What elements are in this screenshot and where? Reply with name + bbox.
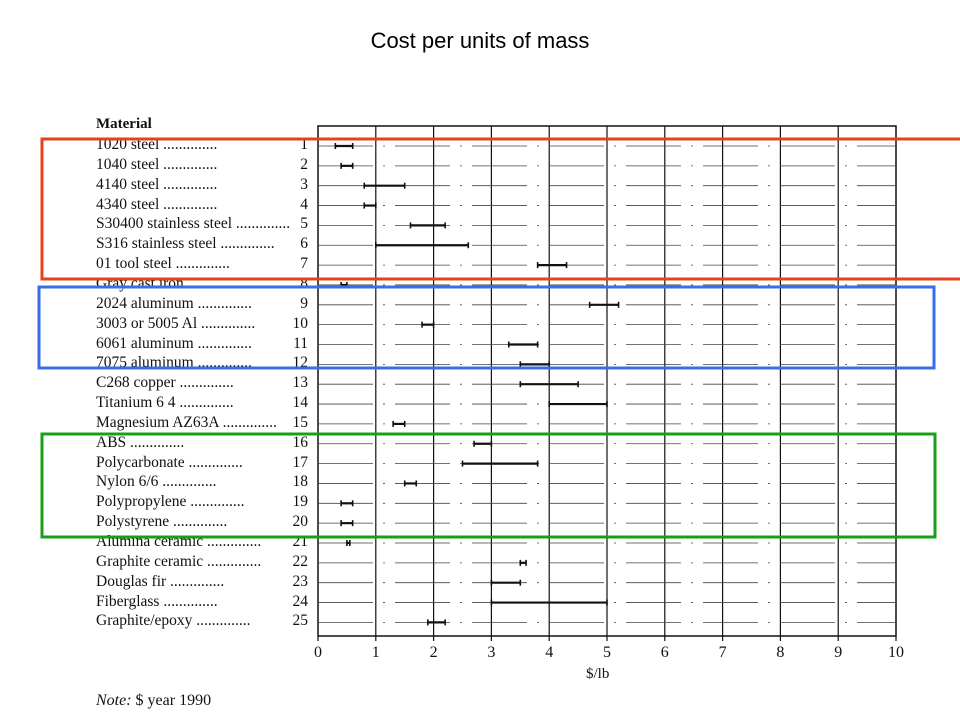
material-label: 4140 steel .............. 3 [96, 175, 316, 195]
material-label: 4340 steel .............. 4 [96, 195, 316, 215]
x-tick-label: 7 [718, 644, 727, 661]
x-tick-label: 0 [314, 644, 322, 661]
material-name: 4340 steel .............. [96, 195, 218, 213]
chart-title: Cost per units of mass [370, 28, 590, 53]
material-name: Titanium 6 4 .............. [96, 394, 234, 412]
material-number: 25 [292, 612, 309, 630]
material-label: Graphite ceramic .............. 22 [96, 552, 316, 572]
material-label: ABS .............. 16 [96, 433, 316, 453]
material-number: 9 [300, 294, 308, 312]
material-number: 24 [292, 592, 309, 610]
material-name: Fiberglass .............. [96, 592, 218, 610]
material-label: 3003 or 5005 Al .............. 10 [96, 314, 316, 334]
highlight-box-steels [40, 137, 960, 281]
x-tick-label: 10 [888, 644, 904, 661]
material-number: 15 [292, 413, 309, 431]
material-name: ABS .............. [96, 433, 185, 451]
x-tick-label: 8 [776, 644, 785, 661]
x-tick-label: 1 [371, 644, 380, 661]
material-name: Polypropylene .............. [96, 493, 245, 511]
material-name: 01 tool steel .............. [96, 255, 230, 273]
note-text: $ year 1990 [135, 692, 212, 709]
material-name: Magnesium AZ63A .............. [96, 413, 277, 431]
material-number: 6 [300, 235, 308, 253]
material-name: Graphite/epoxy .............. [96, 612, 251, 630]
material-name: S30400 stainless steel .............. [96, 215, 291, 233]
material-number: 19 [292, 493, 309, 511]
material-number: 13 [292, 374, 309, 392]
material-name: Nylon 6/6 .............. [96, 473, 217, 491]
material-label: S30400 stainless steel .............. 5 [96, 214, 316, 234]
material-label: Graphite/epoxy .............. 25 [96, 611, 316, 631]
x-axis-label: $/lb [586, 666, 610, 682]
material-name: C268 copper .............. [96, 374, 234, 392]
material-number: 18 [292, 473, 309, 491]
material-label: Douglas fir .............. 23 [96, 572, 316, 592]
material-name: Douglas fir .............. [96, 572, 225, 590]
note-prefix: Note: [96, 692, 132, 709]
material-number: 23 [292, 572, 309, 590]
material-name: 6061 aluminum .............. [96, 334, 252, 352]
material-label: Nylon 6/6 .............. 18 [96, 472, 316, 492]
material-name: Graphite ceramic .............. [96, 552, 262, 570]
material-label: Magnesium AZ63A .............. 15 [96, 413, 316, 433]
material-number: 5 [300, 215, 308, 233]
x-tick-label: 4 [545, 644, 554, 661]
material-label: 2024 aluminum .............. 9 [96, 294, 316, 314]
material-name: Polystyrene .............. [96, 513, 228, 531]
x-tick-label: 3 [487, 644, 496, 661]
material-number: 10 [292, 314, 309, 332]
material-number: 20 [292, 513, 309, 531]
material-number: 11 [293, 334, 308, 352]
material-label: S316 stainless steel .............. 6 [96, 234, 316, 254]
material-name: 2024 aluminum .............. [96, 294, 252, 312]
footnote: Note: $ year 1990 [96, 692, 211, 710]
material-column-header: Material [96, 116, 152, 132]
highlight-box-aluminums [37, 285, 936, 370]
material-label: Polystyrene .............. 20 [96, 512, 316, 532]
material-name: 3003 or 5005 Al .............. [96, 314, 256, 332]
x-tick-label: 9 [834, 644, 843, 661]
material-number: 1 [300, 136, 308, 153]
material-name: Polycarbonate .............. [96, 453, 243, 471]
material-number: 8 [300, 274, 308, 292]
material-label: 01 tool steel .............. 7 [96, 254, 316, 274]
material-number: 2 [300, 155, 308, 173]
x-tick-label: 2 [429, 644, 438, 661]
material-number: 22 [292, 552, 309, 570]
material-number: 17 [292, 453, 309, 471]
material-label: Fiberglass .............. 24 [96, 592, 316, 612]
x-tick-label: 5 [603, 644, 611, 661]
highlight-box-polymers [40, 432, 937, 539]
material-label: Polycarbonate .............. 17 [96, 453, 316, 473]
material-label: Titanium 6 4 .............. 14 [96, 393, 316, 413]
x-tick-label: 6 [660, 644, 669, 661]
material-label: 6061 aluminum .............. 11 [96, 334, 316, 354]
material-label: C268 copper .............. 13 [96, 373, 316, 393]
material-name: 1040 steel .............. [96, 155, 218, 173]
material-label: 1040 steel .............. 2 [96, 155, 316, 175]
material-number: 4 [300, 195, 308, 213]
material-number: 16 [292, 433, 309, 451]
material-label: Polypropylene .............. 19 [96, 492, 316, 512]
material-number: 14 [292, 394, 309, 412]
material-name: S316 stainless steel .............. [96, 235, 275, 253]
material-name: 4140 steel .............. [96, 175, 218, 193]
material-number: 7 [300, 255, 308, 273]
material-number: 3 [300, 175, 308, 193]
